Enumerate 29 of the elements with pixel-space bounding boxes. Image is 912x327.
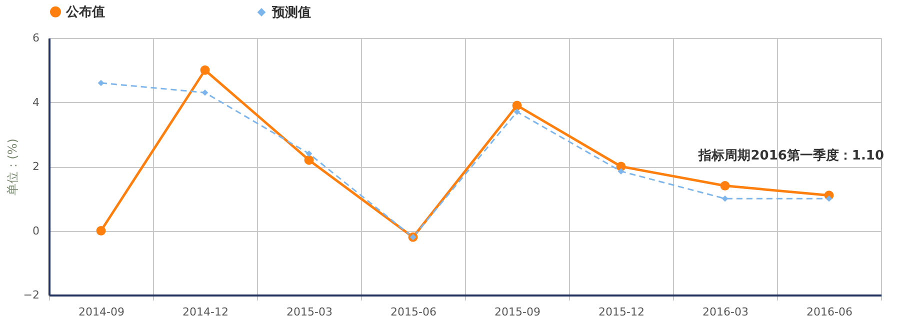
point — [512, 100, 522, 110]
x-tick-label: 2016-03 — [702, 306, 748, 318]
point — [618, 168, 624, 174]
x-tick-label: 2014-12 — [182, 306, 228, 318]
x-tick-label: 2015-06 — [390, 306, 436, 318]
point — [304, 155, 314, 165]
x-tick-label: 2016-06 — [806, 306, 852, 318]
x-tick-label: 2014-09 — [78, 306, 124, 318]
y-tick-label: −2 — [23, 288, 40, 302]
y-tick-label: 2 — [32, 160, 40, 173]
x-tick-label: 2015-09 — [494, 306, 540, 318]
y-axis-title: 单位：(%) — [5, 138, 20, 196]
legend-label: 公布值 — [65, 4, 105, 20]
y-tick-label: 4 — [32, 96, 40, 109]
point — [514, 108, 520, 116]
point — [202, 89, 208, 96]
x-tick-label: 2015-03 — [286, 306, 332, 318]
legend-label: 预测值 — [271, 5, 311, 20]
y-tick-label: 0 — [32, 224, 40, 238]
point — [722, 195, 728, 202]
point — [720, 181, 730, 191]
annotation: 指标周期2016第一季度：1.10 — [698, 147, 884, 164]
point — [98, 80, 104, 86]
point — [826, 195, 832, 202]
point — [306, 150, 312, 157]
point — [96, 226, 106, 236]
y-tick-label: 6 — [32, 32, 40, 44]
point — [200, 65, 210, 75]
x-tick-label: 2015-12 — [598, 306, 644, 318]
